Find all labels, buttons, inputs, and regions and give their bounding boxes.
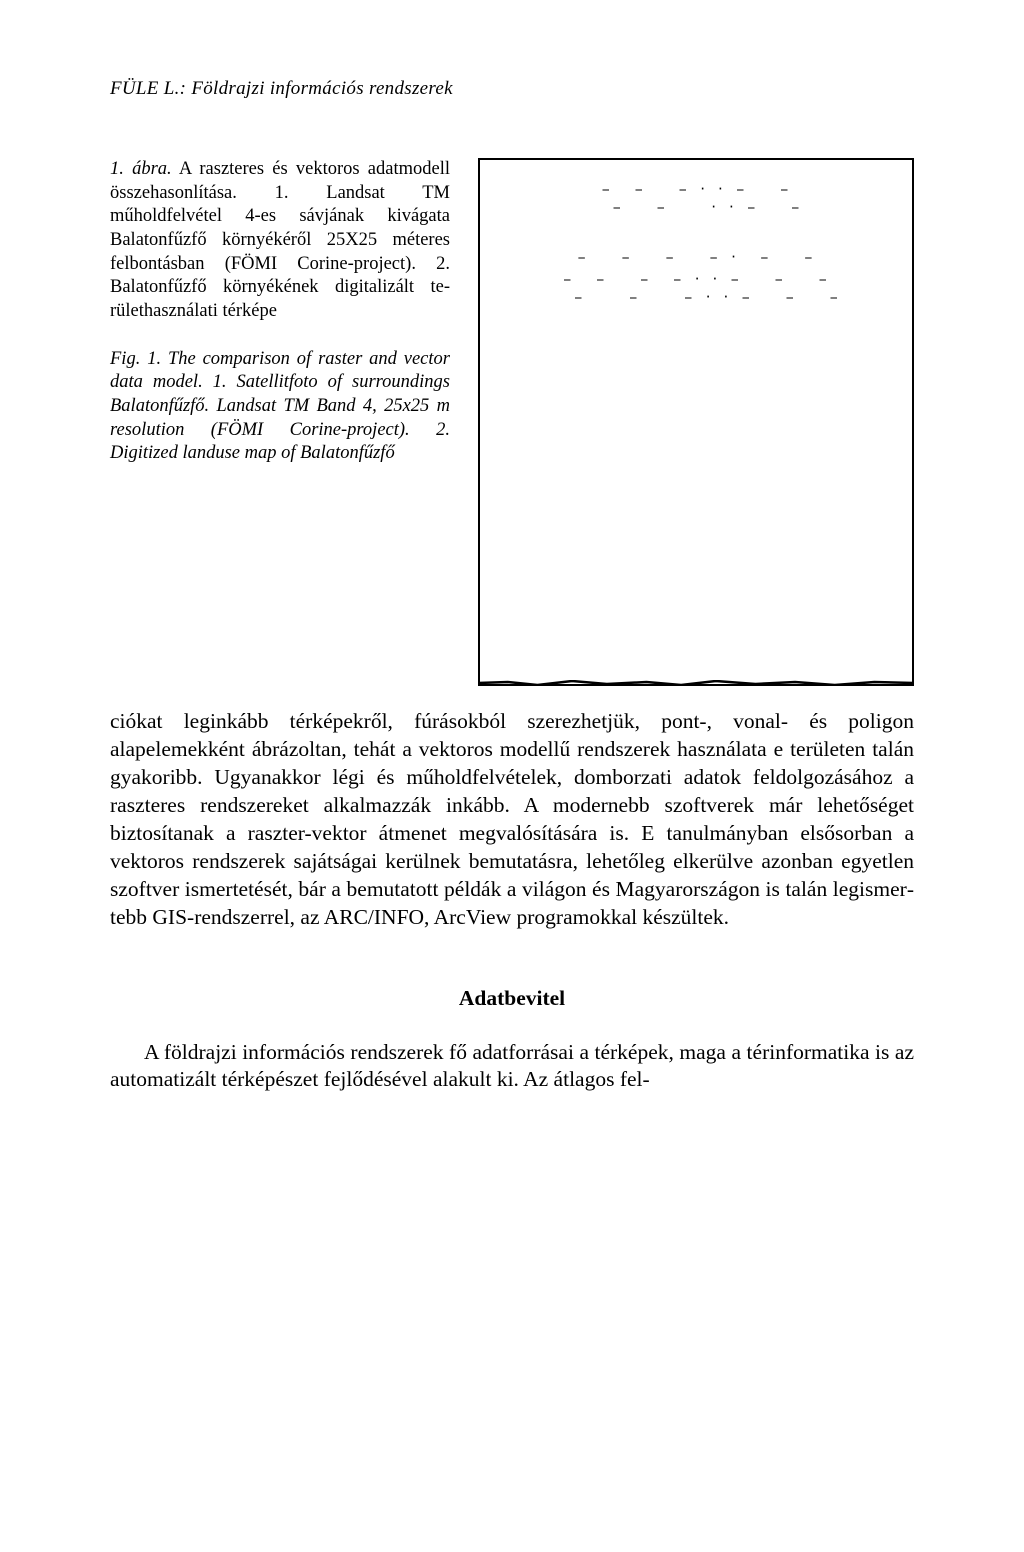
body-paragraph-2: A földrajzi információs rendszerek fő ad…: [110, 1039, 914, 1095]
caption-english: Fig. 1. The comparison of raster and vec…: [110, 348, 450, 466]
body-paragraph-1: ciókat leginkább térképekről, fúrásokból…: [110, 708, 914, 932]
figure-frame: ‒ ‒ ‒ ‧ ‧ ‒ ‒ ‒ ‒ ‧ ‧ ‒ ‒ ‒ ‒ ‒ ‒ ‧ ‒ ‒ …: [478, 158, 914, 686]
figure-rough-bottom-edge: [478, 680, 914, 686]
page-content: FÜLE L.: Földrajzi információs rendszere…: [110, 78, 914, 1094]
caption-hu-lead: 1. ábra.: [110, 159, 172, 179]
section-title: Adatbevitel: [110, 986, 914, 1011]
figure-captions: 1. ábra. A raszteres és vektoros adatmod…: [110, 158, 450, 686]
figure-inner: ‒ ‒ ‒ ‧ ‧ ‒ ‒ ‒ ‒ ‧ ‧ ‒ ‒ ‒ ‒ ‒ ‒ ‧ ‒ ‒ …: [504, 178, 888, 666]
running-head: FÜLE L.: Földrajzi információs rendszere…: [110, 78, 914, 100]
figure-dashes-row: ‒ ‒ ‒ ‧ ‧ ‒ ‒ ‒: [504, 288, 888, 307]
caption-hungarian: 1. ábra. A raszteres és vektoros adatmod…: [110, 158, 450, 324]
figure-dashes-row: ‒ ‒ ‒ ‒ ‧ ‒ ‒: [504, 248, 888, 267]
figure-block: 1. ábra. A raszteres és vektoros adatmod…: [110, 158, 914, 686]
caption-hu-text: A raszteres és vektoros adatmodell össze…: [110, 159, 450, 321]
figure-dashes-row: ‒ ‒ ‒ ‒ ‧ ‧ ‒ ‒ ‒: [504, 270, 888, 289]
paragraph-text: ciókat leginkább térképekről, fúrásokból…: [110, 708, 914, 932]
figure-dashes-row: ‒ ‒ ‒ ‧ ‧ ‒ ‒: [504, 180, 888, 199]
paragraph-text: A földrajzi információs rendszerek fő ad…: [110, 1039, 914, 1095]
figure-dashes-row: ‒ ‒ ‧ ‧ ‒ ‒: [504, 198, 888, 217]
